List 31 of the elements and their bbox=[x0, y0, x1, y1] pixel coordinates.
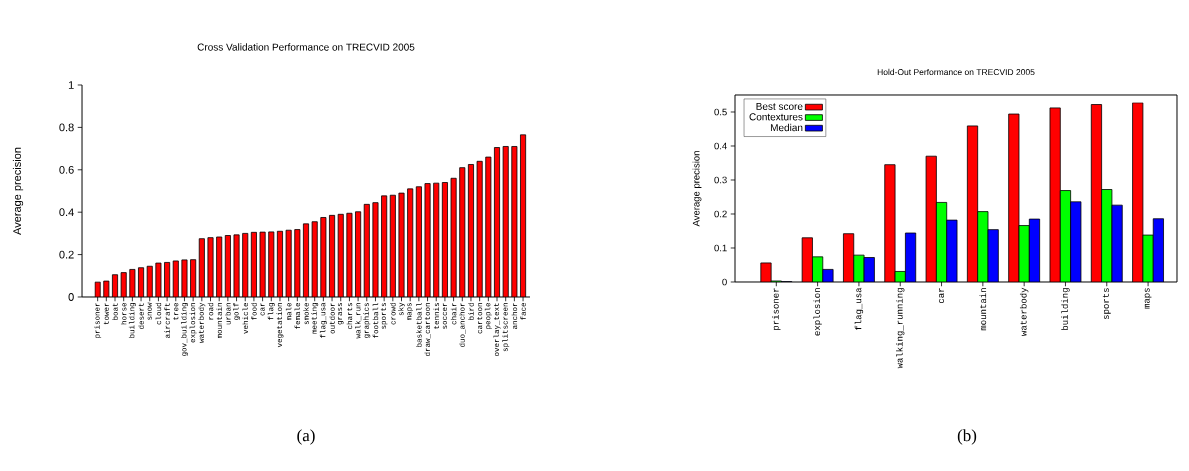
y-axis-title: Average precision bbox=[12, 147, 24, 235]
legend-label: Contextures bbox=[749, 113, 803, 121]
y-axis-title: Average precision bbox=[692, 151, 702, 227]
y-tick-label: 0.1 bbox=[714, 244, 727, 252]
x-tick-label: sports bbox=[1102, 288, 1111, 320]
text: (b) bbox=[957, 429, 977, 445]
text: (a) bbox=[297, 429, 315, 445]
y-tick-label: 0.4 bbox=[714, 142, 727, 150]
y-tick-label: 0 bbox=[68, 293, 74, 301]
chart-title: Cross Validation Performance on TRECVID 2005 bbox=[197, 43, 415, 51]
x-tick-label: building bbox=[1061, 288, 1070, 330]
y-tick-label: 0.2 bbox=[714, 210, 727, 218]
legend-label: Best score bbox=[756, 102, 803, 110]
y-tick-label: 0.5 bbox=[714, 108, 727, 116]
y-tick-label: 0.6 bbox=[59, 165, 74, 174]
y-tick-label: 1 bbox=[68, 81, 74, 89]
x-tick-label: prisoner bbox=[772, 288, 781, 330]
x-tick-label: maps bbox=[1144, 288, 1152, 309]
chart-title: Hold-Out Performance on TRECVID 2005 bbox=[877, 68, 1035, 76]
x-tick-label: explosion bbox=[813, 288, 822, 336]
legend-label: Median bbox=[770, 123, 803, 132]
y-tick-label: 0 bbox=[722, 278, 727, 286]
y-tick-label: 0.3 bbox=[714, 176, 727, 184]
x-tick-label: flag_usa bbox=[854, 287, 864, 331]
y-tick-label: 0.8 bbox=[59, 123, 74, 132]
x-tick-label: car bbox=[939, 288, 945, 304]
y-tick-label: 0.2 bbox=[59, 250, 74, 259]
x-tick-label: walking_running bbox=[896, 288, 905, 369]
x-tick-label: mountain bbox=[979, 288, 987, 331]
x-tick-label: waterbody bbox=[1019, 287, 1029, 336]
y-tick-label: 0.4 bbox=[59, 208, 74, 217]
